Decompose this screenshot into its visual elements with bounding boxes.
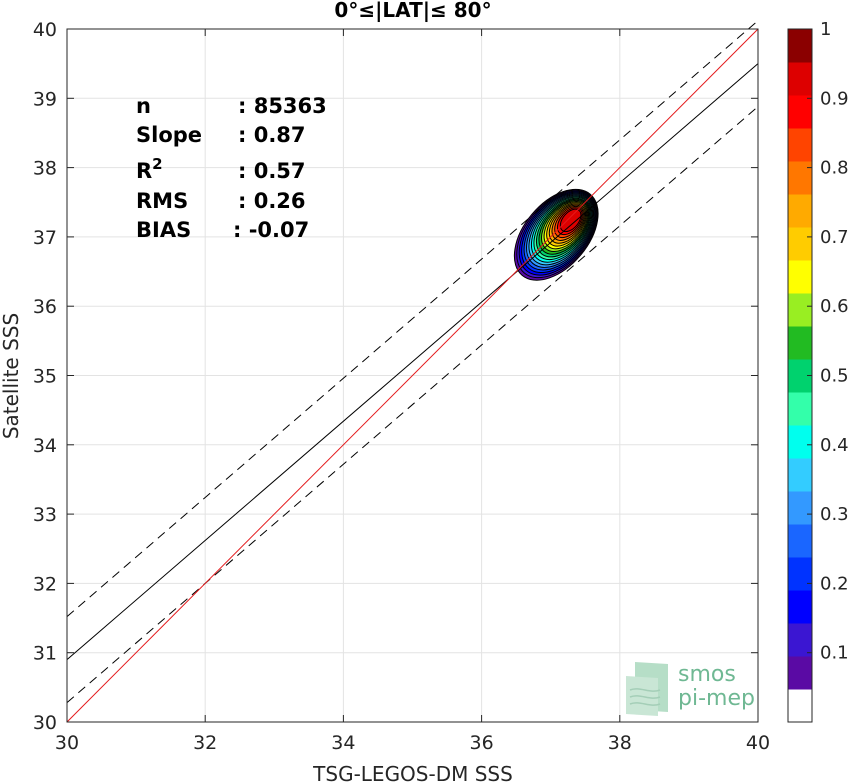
colorbar-segment <box>788 326 812 360</box>
colorbar-tick-label: 0.4 <box>820 435 849 456</box>
y-tick-label: 35 <box>33 366 57 388</box>
fit-line <box>66 63 759 661</box>
stat-value: : 0.87 <box>238 123 306 147</box>
colorbar-segment <box>788 524 812 558</box>
y-tick-label: 30 <box>33 712 57 734</box>
colorbar-segment <box>788 161 812 195</box>
stat-key: RMS <box>136 189 188 213</box>
y-axis-ticks: 30 31 32 33 34 35 36 37 38 39 40 <box>33 19 758 734</box>
stat-value: : 85363 <box>238 94 327 118</box>
colorbar-tick-label: 1 <box>820 19 831 40</box>
regression-lines <box>66 20 759 723</box>
colorbar-tick-label: 0.7 <box>820 227 849 248</box>
y-tick-label: 39 <box>33 88 57 110</box>
colorbar-segment <box>788 128 812 162</box>
colorbar-tick-label: 0.8 <box>820 158 849 179</box>
logo-mark-icon <box>626 662 668 716</box>
y-tick-label: 40 <box>33 19 57 41</box>
x-axis-label: TSG-LEGOS-DM SSS <box>312 762 513 784</box>
colorbar-segment <box>788 425 812 459</box>
colorbar-segment <box>788 623 812 657</box>
colorbar-tick-label: 0.5 <box>820 366 849 387</box>
colorbar-segment <box>788 194 812 228</box>
chart-title: 0°≤|LAT|≤ 80° <box>334 0 491 22</box>
colorbar-segment <box>788 656 812 690</box>
y-tick-label: 34 <box>33 435 57 457</box>
colorbar-tick-label: 0.6 <box>820 296 849 317</box>
colorbar-tick-label: 0.1 <box>820 643 849 664</box>
stat-key: R2 <box>136 155 163 183</box>
statistics-box: n : 85363 Slope : 0.87 R2 : 0.57 RMS : 0.26 BIAS… <box>136 94 327 242</box>
logo-line2: pi-mep <box>678 686 755 711</box>
stat-value: : 0.26 <box>238 189 306 213</box>
colorbar-segment <box>788 95 812 129</box>
y-tick-label: 33 <box>33 504 57 526</box>
x-tick-label: 36 <box>470 732 494 754</box>
identity-line <box>66 28 759 723</box>
stat-key: n <box>136 94 151 118</box>
colorbar-tick-label: 0.9 <box>820 88 849 109</box>
density-contours <box>513 188 599 281</box>
colorbar-segment <box>788 227 812 261</box>
contour-level <box>559 208 582 233</box>
stat-key: BIAS <box>136 218 191 242</box>
y-tick-label: 31 <box>33 643 57 665</box>
x-tick-label: 32 <box>193 732 217 754</box>
y-tick-label: 36 <box>33 296 57 318</box>
x-tick-label: 30 <box>55 732 79 754</box>
x-axis-ticks: 30 32 34 36 38 40 <box>55 29 770 754</box>
colorbar-tick-label: 0.3 <box>820 504 849 525</box>
colorbar-segment <box>788 260 812 294</box>
fit-lower-dashed-line <box>66 106 759 703</box>
colorbar-segment <box>788 293 812 327</box>
colorbar-segment <box>788 29 812 63</box>
colorbar-segment <box>788 392 812 426</box>
x-tick-label: 38 <box>608 732 632 754</box>
y-tick-label: 37 <box>33 227 57 249</box>
stat-value: : -0.07 <box>233 218 309 242</box>
smos-pi-mep-logo: smos pi-mep <box>626 662 755 716</box>
y-axis-label: Satellite SSS <box>0 313 23 439</box>
colorbar-segment <box>788 557 812 591</box>
y-tick-label: 32 <box>33 573 57 595</box>
logo-line1: smos <box>678 662 736 687</box>
colorbar-segment <box>788 62 812 96</box>
x-tick-label: 40 <box>746 732 770 754</box>
colorbar-segment <box>788 689 812 723</box>
x-tick-label: 34 <box>331 732 355 754</box>
colorbar: 0.1 0.2 0.3 0.4 0.5 0.6 0.7 0.8 0.9 1 <box>787 19 849 723</box>
colorbar-segment <box>788 458 812 492</box>
y-tick-label: 38 <box>33 158 57 180</box>
colorbar-segment <box>788 491 812 525</box>
stat-value: : 0.57 <box>238 159 306 183</box>
stat-key: Slope <box>136 123 202 147</box>
fit-upper-dashed-line <box>66 20 759 618</box>
colorbar-segment <box>788 590 812 624</box>
colorbar-tick-label: 0.2 <box>820 573 849 594</box>
